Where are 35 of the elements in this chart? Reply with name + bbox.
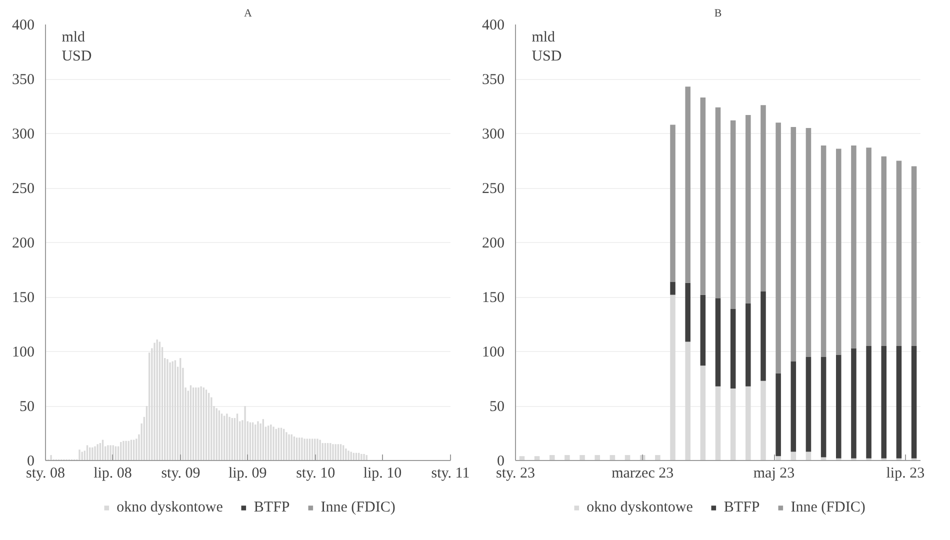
x-tick-label: lip. 23: [886, 466, 925, 482]
y-tick-label: 350: [12, 72, 34, 88]
y-axis-title: mld USD: [532, 30, 562, 65]
x-tick-label: lip. 09: [228, 466, 267, 482]
y-axis-title: mld USD: [62, 30, 92, 65]
y-tick-label: 250: [482, 181, 504, 197]
y-tick-label: 200: [482, 236, 504, 252]
x-tick-label: lip. 10: [363, 466, 402, 482]
y-tick-label: 50: [490, 399, 504, 415]
y-tick-label: 100: [12, 344, 34, 360]
x-tick-label: lip. 08: [94, 466, 132, 482]
chart-title: A: [244, 8, 252, 20]
legend-label: Inne (FDIC): [320, 499, 396, 516]
y-tick-label: 400: [482, 18, 504, 34]
y-tick-label: 350: [482, 72, 504, 88]
x-tick-label: marzec 23: [612, 466, 674, 482]
legend-label: okno dyskontowe: [116, 499, 223, 516]
y-tick-label: 100: [482, 344, 504, 360]
y-tick-label: 250: [12, 181, 34, 197]
chart-title: B: [714, 8, 722, 20]
legend-label: Inne (FDIC): [790, 499, 866, 516]
y-tick-label: 150: [482, 290, 504, 306]
y-tick-label: 300: [12, 126, 34, 142]
y-tick-label: 400: [12, 18, 34, 34]
legend-label: BTFP: [254, 499, 290, 516]
y-tick-label: 300: [482, 126, 504, 142]
y-tick-label: 50: [20, 399, 34, 415]
y-tick-label: 150: [12, 290, 34, 306]
x-tick-label: sty. 10: [296, 466, 336, 482]
legend-label: BTFP: [724, 499, 760, 516]
legend-label: okno dyskontowe: [586, 499, 693, 516]
x-tick-label: sty. 09: [161, 466, 200, 482]
x-tick-label: sty. 11: [431, 466, 470, 482]
y-tick-label: 200: [12, 236, 34, 252]
x-tick-label: maj 23: [753, 466, 795, 482]
